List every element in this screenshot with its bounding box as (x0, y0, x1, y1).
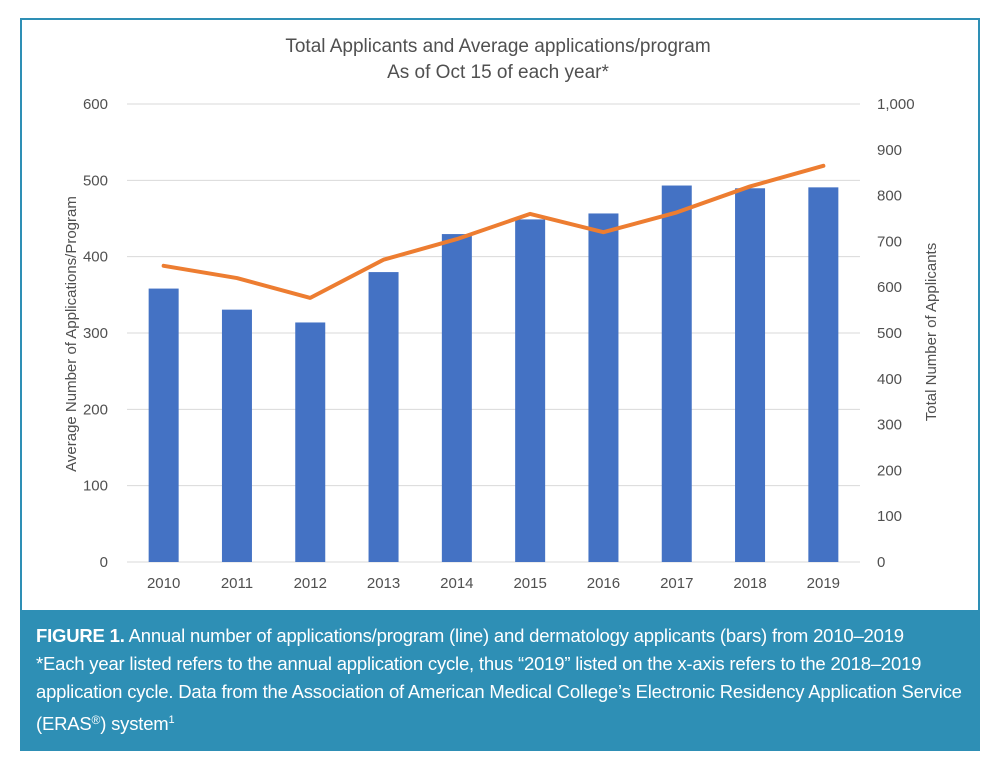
right-tick-label: 300 (877, 417, 902, 434)
right-tick-label: 0 (877, 554, 885, 571)
bar (588, 213, 619, 562)
left-tick-label: 500 (83, 172, 108, 189)
right-tick-label: 1,000 (877, 96, 915, 113)
x-tick-label: 2014 (440, 575, 473, 592)
registered-mark: ® (91, 713, 101, 728)
right-tick-label: 200 (877, 462, 902, 479)
right-axis-label: Total Number of Applicants (923, 243, 940, 421)
right-tick-label: 700 (877, 233, 902, 250)
caption-line-4: (ERAS®) system1 (36, 706, 964, 738)
chart: 0 100 200 300 400 500 600 0 100 200 300 400 500 600 70… (63, 36, 940, 592)
reference-superscript: 1 (168, 714, 175, 726)
right-tick-label: 600 (877, 279, 902, 296)
bar (515, 219, 546, 562)
caption-text-4b: ) system (100, 713, 169, 735)
x-tick-label: 2010 (147, 575, 180, 592)
right-tick-label: 100 (877, 508, 902, 525)
left-tick-label: 0 (100, 554, 108, 571)
right-tick-label: 500 (877, 325, 902, 342)
x-tick-label: 2011 (221, 575, 253, 592)
x-tick-label: 2012 (294, 575, 327, 592)
figure-caption: FIGURE 1. Annual number of applications/… (22, 610, 978, 749)
bar (221, 309, 252, 562)
tick-labels: 0 100 200 300 400 500 600 0 100 200 300 400 500 600 70… (83, 96, 915, 592)
line-series (161, 163, 826, 300)
x-tick-label: 2018 (733, 575, 766, 592)
caption-text-1: Annual number of applications/program (l… (128, 625, 904, 646)
chart-title: Total Applicants and Average application… (285, 36, 710, 57)
right-tick-label: 900 (877, 142, 902, 159)
x-tick-label: 2013 (367, 575, 400, 592)
bar-series (148, 185, 839, 563)
left-tick-label: 400 (83, 249, 108, 266)
caption-line-2: *Each year listed refers to the annual a… (36, 653, 922, 674)
x-tick-label: 2017 (660, 575, 693, 592)
caption-line-3: application cycle. Data from the Associa… (36, 681, 962, 702)
right-tick-label: 400 (877, 371, 902, 388)
left-tick-label: 300 (83, 325, 108, 342)
left-tick-label: 600 (83, 96, 108, 113)
caption-line-1: FIGURE 1. Annual number of applications/… (36, 622, 964, 650)
bar (661, 185, 692, 563)
x-tick-label: 2015 (513, 575, 546, 592)
caption-text-4a: (ERAS (36, 713, 92, 735)
bar (295, 322, 326, 562)
bar (808, 187, 839, 562)
bar (735, 188, 766, 562)
bar (368, 272, 399, 562)
left-axis-label: Average Number of Applications/Program (63, 196, 80, 472)
x-tick-label: 2016 (587, 575, 620, 592)
bar (441, 234, 472, 562)
left-tick-label: 100 (83, 478, 108, 495)
figure-label: FIGURE 1. (36, 625, 125, 646)
chart-subtitle: As of Oct 15 of each year* (387, 62, 609, 83)
bar (148, 288, 179, 562)
right-tick-label: 800 (877, 188, 902, 205)
x-tick-label: 2019 (807, 575, 840, 592)
left-tick-label: 200 (83, 401, 108, 418)
